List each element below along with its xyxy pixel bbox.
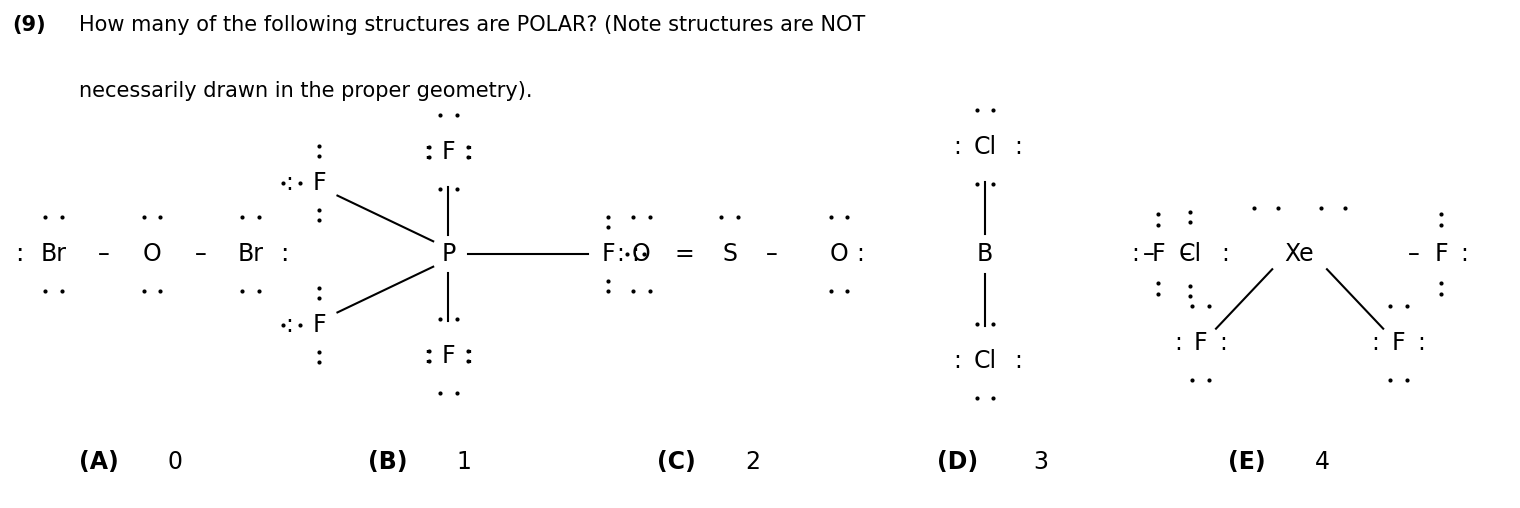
Text: –: – — [195, 242, 207, 266]
Text: :: : — [280, 242, 289, 266]
Text: How many of the following structures are POLAR? (Note structures are NOT: How many of the following structures are… — [79, 15, 865, 35]
Text: –: – — [1143, 242, 1155, 266]
Text: B: B — [977, 242, 993, 266]
Text: F: F — [313, 313, 325, 337]
Text: (B): (B) — [368, 450, 407, 474]
Text: :: : — [1371, 331, 1380, 355]
Text: F: F — [1435, 242, 1447, 266]
Text: F: F — [313, 171, 325, 195]
Text: :: : — [15, 242, 24, 266]
Text: Cl: Cl — [973, 135, 997, 160]
Text: S: S — [722, 242, 737, 266]
Text: F: F — [1195, 331, 1207, 355]
Text: :: : — [616, 242, 625, 266]
Text: :: : — [423, 343, 432, 368]
Text: Br: Br — [237, 242, 264, 266]
Text: :: : — [1459, 242, 1468, 266]
Text: O: O — [143, 242, 161, 266]
Text: :: : — [465, 343, 474, 368]
Text: 3: 3 — [1034, 450, 1049, 474]
Text: –: – — [1180, 242, 1192, 266]
Text: (A): (A) — [79, 450, 119, 474]
Text: Xe: Xe — [1284, 242, 1315, 266]
Text: –: – — [1408, 242, 1420, 266]
Text: F: F — [442, 140, 454, 165]
Text: 2: 2 — [745, 450, 760, 474]
Text: 4: 4 — [1315, 450, 1330, 474]
Text: :: : — [284, 171, 293, 195]
Text: :: : — [465, 140, 474, 165]
Text: :: : — [423, 140, 432, 165]
Text: :: : — [1221, 242, 1230, 266]
Text: 1: 1 — [456, 450, 471, 474]
Text: :: : — [1173, 331, 1183, 355]
Text: F: F — [442, 343, 454, 368]
Text: Br: Br — [40, 242, 67, 266]
Text: F: F — [602, 242, 614, 266]
Text: :: : — [1014, 135, 1023, 160]
Text: 0: 0 — [167, 450, 182, 474]
Text: –: – — [766, 242, 778, 266]
Text: :: : — [631, 242, 640, 266]
Text: :: : — [856, 242, 865, 266]
Text: (D): (D) — [936, 450, 979, 474]
Text: (C): (C) — [657, 450, 696, 474]
Text: :: : — [1014, 348, 1023, 373]
Text: :: : — [1131, 242, 1140, 266]
Text: (E): (E) — [1228, 450, 1265, 474]
Text: –: – — [97, 242, 109, 266]
Text: (9): (9) — [12, 15, 46, 35]
Text: :: : — [953, 348, 962, 373]
Text: P: P — [441, 242, 456, 266]
Text: :: : — [1417, 331, 1426, 355]
Text: F: F — [1152, 242, 1164, 266]
Text: :: : — [953, 135, 962, 160]
Text: Cl: Cl — [973, 348, 997, 373]
Text: O: O — [830, 242, 848, 266]
Text: Cl: Cl — [1178, 242, 1202, 266]
Text: O: O — [632, 242, 651, 266]
Text: :: : — [284, 313, 293, 337]
Text: :: : — [1219, 331, 1228, 355]
Text: necessarily drawn in the proper geometry).: necessarily drawn in the proper geometry… — [79, 81, 532, 101]
Text: =: = — [675, 242, 693, 266]
Text: F: F — [1392, 331, 1404, 355]
